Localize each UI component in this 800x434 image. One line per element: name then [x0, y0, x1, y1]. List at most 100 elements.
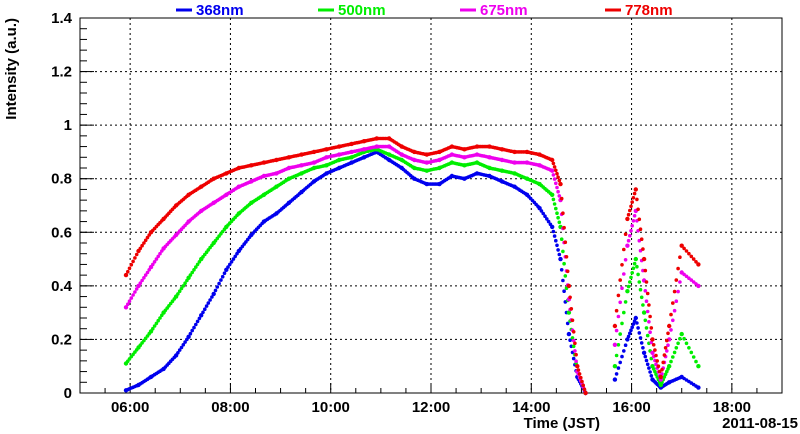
data-point: [211, 291, 216, 297]
data-point-interp: [643, 318, 648, 323]
x-tick-label: 14:00: [512, 399, 550, 416]
data-point-interp: [648, 370, 652, 374]
data-point-interp: [571, 356, 576, 361]
data-point: [641, 350, 647, 355]
data-point-interp: [574, 352, 578, 357]
data-point-interp: [614, 328, 619, 333]
data-point-interp: [562, 225, 566, 230]
data-point-interp: [644, 280, 649, 284]
data-point-interp: [654, 362, 658, 367]
data-point-interp: [666, 343, 670, 348]
data-point-interp: [616, 293, 621, 298]
data-point-interp: [626, 284, 631, 289]
data-point-interp: [649, 340, 654, 345]
data-point-interp: [554, 206, 558, 211]
data-point-interp: [554, 181, 558, 186]
data-point-interp: [195, 319, 200, 324]
data-point-interp: [552, 202, 557, 206]
data-point: [558, 256, 563, 262]
data-point-interp: [552, 234, 557, 238]
data-point-interp: [557, 220, 562, 225]
data-point-interp: [576, 368, 581, 372]
data-point-interp: [176, 351, 180, 355]
data-point-interp: [562, 289, 566, 294]
data-point-interp: [559, 268, 564, 272]
data-point: [633, 315, 638, 321]
data-point-interp: [628, 208, 632, 213]
data-point-interp: [573, 341, 577, 346]
data-point-interp: [637, 331, 642, 335]
data-point-interp: [154, 321, 159, 326]
data-point-interp: [156, 254, 160, 259]
data-point-interp: [637, 280, 642, 284]
data-point: [679, 243, 684, 248]
data-point-interp: [563, 274, 568, 278]
data-point-interp: [645, 362, 650, 367]
data-point-interp: [552, 177, 557, 181]
data-point-interp: [561, 249, 565, 254]
data-point-interp: [660, 367, 664, 372]
data-point-interp: [623, 258, 628, 262]
data-point-interp: [570, 336, 575, 340]
data-point-interp: [554, 238, 558, 243]
data-point: [612, 377, 618, 382]
data-point-interp: [138, 281, 143, 286]
data-point-interp: [571, 330, 576, 334]
data-point-interp: [562, 261, 566, 266]
data-point-interp: [555, 243, 559, 248]
data-point-interp: [616, 314, 621, 319]
data-point-interp: [201, 310, 205, 315]
data-point-interp: [694, 359, 698, 364]
data-point-interp: [639, 295, 644, 300]
data-point-interp: [694, 260, 698, 264]
data-point-interp: [551, 229, 556, 234]
data-point-interp: [636, 326, 640, 330]
y-tick-label: 1.2: [51, 64, 72, 81]
data-point-interp: [190, 328, 194, 333]
data-point-interp: [556, 189, 560, 194]
data-point-interp: [206, 301, 211, 305]
data-point-interp: [565, 321, 570, 326]
data-point-interp: [671, 318, 675, 323]
data-point-interp: [644, 326, 649, 330]
data-point-interp: [210, 295, 214, 299]
data-point: [612, 342, 618, 347]
data-point-interp: [672, 308, 677, 313]
data-point: [667, 323, 672, 329]
data-point-interp: [672, 350, 677, 355]
data-point-interp: [564, 254, 569, 259]
data-point-interp: [616, 343, 621, 347]
data-point-interp: [557, 178, 562, 183]
data-point-interp: [554, 168, 558, 173]
grid: [80, 17, 782, 394]
data-point-interp: [217, 281, 221, 286]
data-point-interp: [557, 194, 562, 198]
data-point-interp: [629, 229, 633, 233]
data-point-interp: [635, 197, 639, 202]
data-point-interp: [577, 372, 582, 376]
data-point-interp: [656, 364, 661, 369]
data-point-interp: [563, 240, 568, 244]
data-point: [696, 262, 701, 267]
data-point-interp: [643, 289, 648, 293]
x-tick-label: 10:00: [312, 399, 350, 416]
data-point-interp: [654, 353, 658, 358]
data-point-interp: [574, 359, 578, 364]
data-point-interp: [143, 238, 148, 243]
data-point-interp: [192, 268, 196, 272]
data-point-interp: [129, 263, 134, 267]
data-point-interp: [632, 191, 637, 196]
data-point-interp: [631, 322, 636, 326]
data-point-interp: [645, 333, 650, 338]
y-tick-label: 0.4: [51, 278, 73, 295]
data-point-interp: [233, 254, 237, 259]
data-point-interp: [684, 274, 689, 279]
data-point-interp: [127, 299, 132, 304]
data-point-interp: [133, 290, 137, 294]
data-point-interp: [618, 300, 622, 305]
data-point-interp: [669, 312, 673, 317]
data-point-interp: [689, 350, 694, 355]
data-point-interp: [181, 284, 186, 288]
data-point-interp: [126, 302, 130, 307]
